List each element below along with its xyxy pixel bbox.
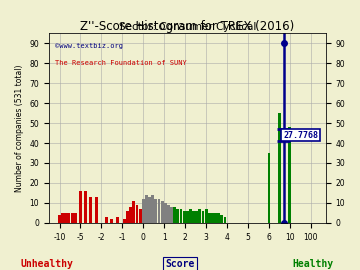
Bar	[126, 211, 129, 223]
Bar	[79, 191, 82, 223]
Bar	[208, 213, 211, 223]
Bar	[176, 209, 179, 223]
Bar	[192, 211, 195, 223]
Bar	[105, 217, 108, 223]
Bar	[214, 213, 217, 223]
Bar	[142, 199, 145, 223]
Bar	[158, 199, 161, 223]
Bar	[288, 127, 291, 223]
Bar	[111, 219, 113, 223]
Bar	[116, 217, 118, 223]
Bar	[139, 209, 141, 223]
Bar	[129, 207, 132, 223]
Bar	[74, 213, 77, 223]
Text: Score: Score	[165, 259, 195, 269]
Bar	[167, 205, 170, 223]
Bar	[154, 199, 157, 223]
Bar	[180, 209, 183, 223]
Bar	[220, 215, 223, 223]
Bar	[58, 215, 61, 223]
Bar	[132, 201, 135, 223]
Title: Z''-Score Histogram for TREX (2016): Z''-Score Histogram for TREX (2016)	[80, 21, 294, 33]
Bar	[67, 213, 71, 223]
Text: 27.7768: 27.7768	[283, 131, 318, 140]
Text: Healthy: Healthy	[293, 259, 334, 269]
Bar	[198, 209, 201, 223]
Bar	[186, 211, 189, 223]
Bar	[202, 211, 204, 223]
Bar	[183, 211, 186, 223]
Text: Unhealthy: Unhealthy	[21, 259, 73, 269]
Bar	[217, 213, 220, 223]
Bar	[161, 201, 163, 223]
Bar	[170, 207, 173, 223]
Bar	[89, 197, 93, 223]
Bar	[71, 213, 73, 223]
Y-axis label: Number of companies (531 total): Number of companies (531 total)	[15, 64, 24, 192]
Bar	[64, 213, 67, 223]
Bar	[278, 113, 281, 223]
Text: ©www.textbiz.org: ©www.textbiz.org	[55, 43, 122, 49]
Bar	[148, 197, 151, 223]
Bar	[195, 211, 198, 223]
Bar	[61, 213, 64, 223]
Bar	[211, 213, 214, 223]
Text: Sector: Consumer Cyclical: Sector: Consumer Cyclical	[118, 22, 256, 32]
Bar	[189, 209, 192, 223]
Bar	[267, 153, 270, 223]
Bar	[173, 207, 176, 223]
Text: The Research Foundation of SUNY: The Research Foundation of SUNY	[55, 60, 186, 66]
Bar	[123, 219, 126, 223]
Bar	[151, 195, 154, 223]
Bar	[95, 197, 98, 223]
Bar	[84, 191, 87, 223]
Bar	[164, 203, 167, 223]
Bar	[135, 205, 139, 223]
Bar	[205, 209, 208, 223]
Bar	[224, 217, 226, 223]
Bar	[145, 195, 148, 223]
